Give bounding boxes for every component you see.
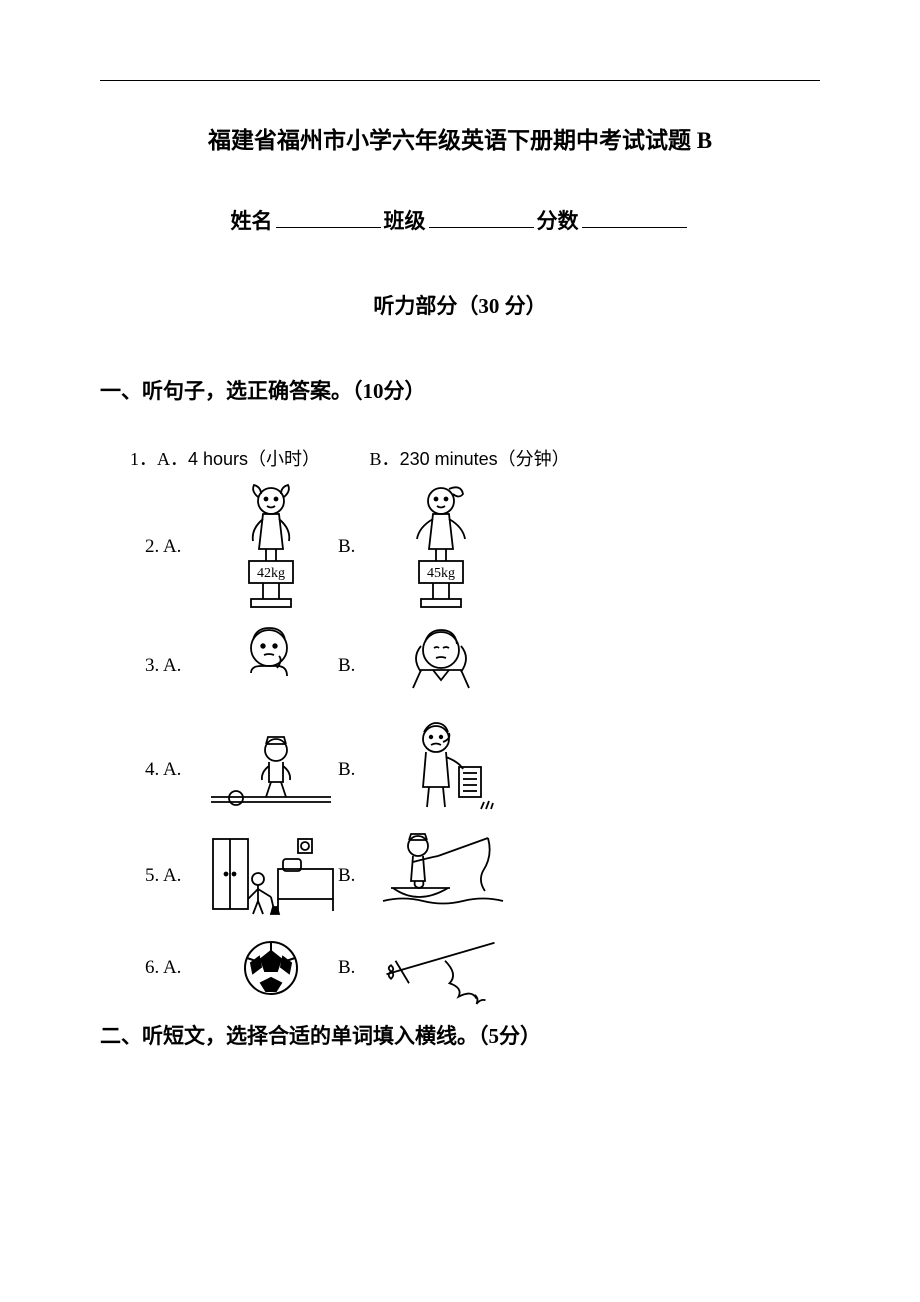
q4-optB-image [373,717,508,822]
q4-b-label: B. [338,759,373,781]
section1-heading: 一、听句子，选正确答案。（10分） [100,375,820,405]
class-blank[interactable] [429,207,534,228]
q6-b-label: B. [338,957,373,979]
student-info-line: 姓名 班级 分数 [100,205,820,235]
q1-optB-label: B． [370,449,400,469]
q6-optA-image [203,933,338,1003]
q2-b-label: B. [338,536,373,558]
q1-optA-cn: （小时） [248,449,320,469]
q3-optA-image [203,618,338,713]
q5-optA-image [203,829,338,924]
score-label: 分数 [537,209,579,233]
q5-label: 5. A. [145,865,203,887]
q5-b-label: B. [338,865,373,887]
q5-optB-image [373,826,508,926]
name-blank[interactable] [276,207,381,228]
question-3-row: 3. A. B. [145,618,820,713]
q6-label: 6. A. [145,957,203,979]
q6-optB-image [373,930,508,1005]
q1-optA: 4 hours [188,449,248,469]
question-6-row: 6. A. B. [145,930,820,1005]
svg-text:45kg: 45kg [427,566,455,581]
exam-title: 福建省福州市小学六年级英语下册期中考试试题 B [100,121,820,155]
exam-page: 福建省福州市小学六年级英语下册期中考试试题 B 姓名 班级 分数 听力部分（30 分… [0,0,920,1090]
image-questions-block: 2. A. [145,479,820,1005]
svg-text:42kg: 42kg [257,566,285,581]
q1-num: 1．A． [130,449,188,469]
score-blank[interactable] [582,207,687,228]
section2-heading: 二、听短文，选择合适的单词填入横线。（5分） [100,1020,820,1050]
question-2-row: 2. A. [145,479,820,614]
q1-optB: 230 minutes [400,449,498,469]
q4-label: 4. A. [145,759,203,781]
listening-section-header: 听力部分（30 分） [100,290,820,320]
q2-label: 2. A. [145,536,203,558]
name-label: 姓名 [231,209,273,233]
question-5-row: 5. A. [145,826,820,926]
q3-b-label: B. [338,655,373,677]
question-4-row: 4. A. [145,717,820,822]
q4-optA-image [203,722,338,817]
q3-optB-image [373,618,508,713]
top-divider [100,80,820,81]
class-label: 班级 [384,209,426,233]
question-1: 1．A．4 hours（小时） B．230 minutes（分钟） [130,445,820,471]
q1-optB-cn: （分钟） [498,449,570,469]
q3-label: 3. A. [145,655,203,677]
q2-optA-image: 42kg [203,479,338,614]
q2-optB-image: 45kg [373,479,508,614]
